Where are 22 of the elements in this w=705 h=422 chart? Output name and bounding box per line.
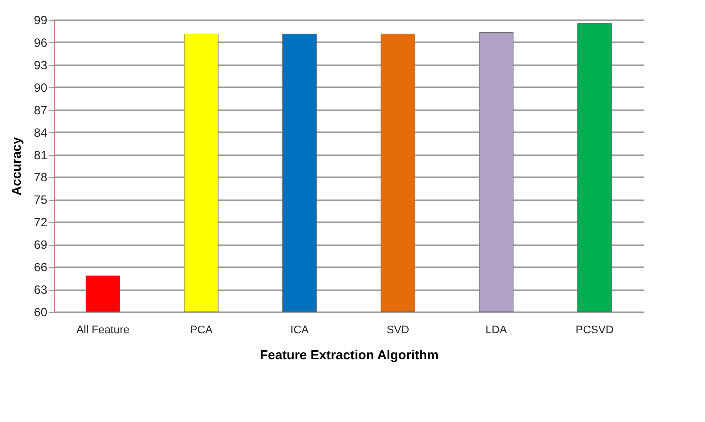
y-tick-label: 69 [34,238,48,252]
y-tick-label: 96 [34,36,48,50]
y-tick-label: 87 [34,103,48,118]
x-tick-label: PCA [190,324,214,336]
y-tick-label: 99 [34,14,48,28]
y-tick-label: 66 [34,260,48,275]
x-axis-title: Feature Extraction Algorithm [260,348,439,362]
y-tick-label: 63 [34,283,48,298]
x-tick-label: ICA [290,324,310,336]
y-tick-label: 93 [34,58,48,72]
y-tick-label: 75 [34,193,48,208]
y-tick-label: 78 [34,170,48,185]
y-tick-label: 84 [34,126,48,140]
y-axis-title: Accuracy [9,136,24,196]
x-tick-label: SVD [386,324,410,336]
y-tick-label: 72 [34,216,48,230]
x-tick-label: LDA [486,324,508,336]
x-tick-label: PCSVD [576,324,614,336]
x-tick-label: All Feature [76,324,130,336]
y-tick-label: 81 [34,148,48,162]
y-tick-label: 90 [34,80,48,95]
y-tick-label: 60 [34,306,48,320]
